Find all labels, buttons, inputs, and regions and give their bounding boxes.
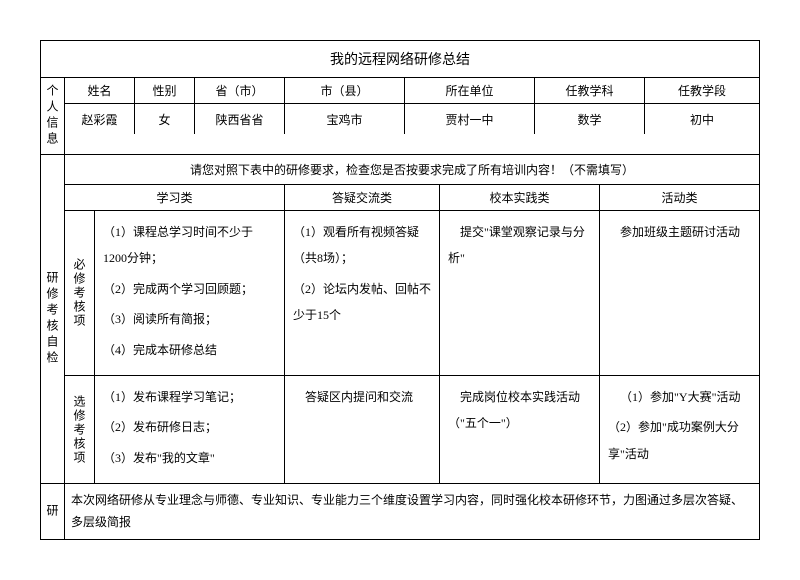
info-section: 个人信息 姓名 性别 省（市） 市（县） 所在单位 任教学科 任教学段 赵彩霞 … — [41, 78, 759, 154]
cat-study: 学习类 — [65, 185, 285, 210]
check-notice: 请您对照下表中的研修要求，检查您是否按要求完成了所有培训内容！（不需填写） — [65, 155, 759, 185]
value-city: 宝鸡市 — [285, 104, 405, 134]
opt-study-1: （1）发布课程学习笔记； — [103, 384, 276, 410]
header-gender: 性别 — [135, 78, 195, 103]
req-qa-2: （2）论坛内发帖、回帖不少于15个 — [293, 276, 431, 329]
value-province: 陕西省省 — [195, 104, 285, 134]
req-study-2: （2）完成两个学习回顾题； — [103, 276, 276, 302]
footer-text: 本次网络研修从专业理念与师德、专业知识、专业能力三个维度设置学习内容，同时强化校… — [65, 484, 759, 539]
required-row: 必修考核项 （1）课程总学习时间不少于1200分钟； （2）完成两个学习回顾题；… — [65, 211, 759, 376]
header-province: 省（市） — [195, 78, 285, 103]
page-title: 我的远程网络研修总结 — [41, 41, 759, 78]
header-unit: 所在单位 — [405, 78, 535, 103]
opt-study-2: （2）发布研修日志； — [103, 414, 276, 440]
value-name: 赵彩霞 — [65, 104, 135, 134]
required-qa: （1）观看所有视频答疑（共8场）； （2）论坛内发帖、回帖不少于15个 — [285, 211, 440, 375]
cat-activity: 活动类 — [600, 185, 759, 210]
value-unit: 贾村一中 — [405, 104, 535, 134]
info-section-label: 个人信息 — [41, 78, 65, 154]
required-activity: 参加班级主题研讨活动 — [600, 211, 759, 375]
document-table: 我的远程网络研修总结 个人信息 姓名 性别 省（市） 市（县） 所在单位 任教学… — [40, 40, 760, 540]
req-qa-1: （1）观看所有视频答疑（共8场）； — [293, 219, 431, 272]
req-act-text: 参加班级主题研讨活动 — [608, 219, 751, 245]
opt-prac-text: 完成岗位校本实践活动（"五个一"） — [448, 384, 591, 437]
value-subject: 数学 — [535, 104, 645, 134]
header-subject: 任教学科 — [535, 78, 645, 103]
info-value-row: 赵彩霞 女 陕西省省 宝鸡市 贾村一中 数学 初中 — [65, 104, 759, 134]
required-study: （1）课程总学习时间不少于1200分钟； （2）完成两个学习回顾题； （3）阅读… — [95, 211, 285, 375]
required-practice: 提交"课堂观察记录与分析" — [440, 211, 600, 375]
header-stage: 任教学段 — [645, 78, 759, 103]
optional-row: 选修考核项 （1）发布课程学习笔记； （2）发布研修日志； （3）发布"我的文章… — [65, 376, 759, 483]
optional-activity: （1）参加"Y大赛"活动 （2）参加"成功案例大分享"活动 — [600, 376, 759, 483]
req-study-1: （1）课程总学习时间不少于1200分钟； — [103, 219, 276, 272]
req-prac-text: 提交"课堂观察记录与分析" — [448, 219, 591, 272]
category-header: 学习类 答疑交流类 校本实践类 活动类 — [65, 185, 759, 211]
opt-qa-text: 答疑区内提问和交流 — [293, 384, 431, 410]
req-study-3: （3）阅读所有简报； — [103, 306, 276, 332]
optional-label: 选修考核项 — [65, 376, 95, 483]
footer-label: 研 — [41, 484, 65, 539]
value-gender: 女 — [135, 104, 195, 134]
optional-study: （1）发布课程学习笔记； （2）发布研修日志； （3）发布"我的文章" — [95, 376, 285, 483]
header-name: 姓名 — [65, 78, 135, 103]
optional-qa: 答疑区内提问和交流 — [285, 376, 440, 483]
footer-section: 研 本次网络研修从专业理念与师德、专业知识、专业能力三个维度设置学习内容，同时强… — [41, 483, 759, 539]
cat-qa: 答疑交流类 — [285, 185, 440, 210]
info-header-row: 姓名 性别 省（市） 市（县） 所在单位 任教学科 任教学段 — [65, 78, 759, 104]
required-label: 必修考核项 — [65, 211, 95, 375]
value-stage: 初中 — [645, 104, 759, 134]
optional-practice: 完成岗位校本实践活动（"五个一"） — [440, 376, 600, 483]
req-study-4: （4）完成本研修总结 — [103, 337, 276, 363]
cat-practice: 校本实践类 — [440, 185, 600, 210]
opt-act-2: （2）参加"成功案例大分享"活动 — [608, 414, 751, 467]
header-city: 市（县） — [285, 78, 405, 103]
check-section-label: 研修考核自检 — [41, 155, 65, 483]
opt-act-1: （1）参加"Y大赛"活动 — [608, 384, 751, 410]
check-section: 研修考核自检 请您对照下表中的研修要求，检查您是否按要求完成了所有培训内容！（不… — [41, 154, 759, 483]
opt-study-3: （3）发布"我的文章" — [103, 445, 276, 471]
